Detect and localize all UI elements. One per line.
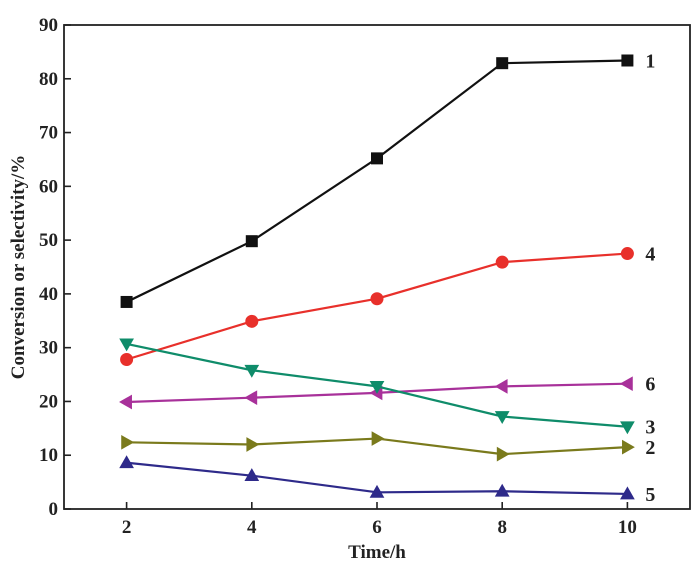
data-point-series-2 <box>246 437 260 452</box>
x-tick-label: 6 <box>372 517 382 538</box>
data-point-series-5 <box>119 455 134 469</box>
series-label-5: 5 <box>645 484 655 506</box>
x-tick-label: 10 <box>618 517 637 538</box>
data-point-series-4 <box>495 255 509 269</box>
series-label-3: 3 <box>645 417 655 439</box>
y-tick-label: 80 <box>39 69 58 90</box>
data-point-series-5 <box>244 468 260 482</box>
data-point-series-4 <box>120 352 134 366</box>
data-point-series-3 <box>494 411 510 425</box>
y-tick-label: 90 <box>39 15 58 36</box>
series-label-1: 1 <box>645 50 655 72</box>
data-point-series-1 <box>371 152 383 165</box>
y-tick-label: 50 <box>39 230 58 251</box>
y-tick-label: 0 <box>49 499 59 520</box>
x-tick-label: 2 <box>122 517 132 538</box>
data-point-series-1 <box>496 57 509 70</box>
series-4: 4 <box>120 244 655 366</box>
data-point-series-3 <box>119 338 134 352</box>
series-5: 5 <box>119 455 655 506</box>
data-point-series-6 <box>619 376 633 392</box>
series-layer: 1 4 6 32 5 <box>119 50 655 506</box>
data-point-series-5 <box>494 483 510 497</box>
data-point-series-6 <box>119 394 132 410</box>
series-2: 2 <box>121 431 655 462</box>
x-tick-label: 4 <box>247 517 257 538</box>
y-tick-label: 10 <box>39 445 58 466</box>
data-point-series-1 <box>621 54 634 67</box>
data-point-series-2 <box>622 439 635 455</box>
y-tick-label: 20 <box>39 391 58 412</box>
y-tick-label: 30 <box>39 338 58 359</box>
data-point-series-5 <box>620 486 635 500</box>
data-point-series-3 <box>244 364 260 378</box>
data-point-series-6 <box>244 390 258 406</box>
data-point-series-4 <box>620 247 634 261</box>
data-point-series-5 <box>369 484 385 498</box>
series-1: 1 <box>120 50 655 308</box>
y-tick-label: 70 <box>39 123 58 144</box>
data-point-series-3 <box>620 421 635 435</box>
series-label-2: 2 <box>645 437 655 459</box>
axes: 0 10 20 30 40 50 60 70 80 90 2 4 6 8 10 <box>39 15 637 538</box>
data-point-series-2 <box>496 446 510 462</box>
data-point-series-4 <box>245 314 259 328</box>
data-point-series-3 <box>369 381 385 394</box>
y-axis-title: Conversion or selectivity/% <box>8 155 29 379</box>
data-point-series-4 <box>370 292 384 306</box>
x-tick-label: 8 <box>497 517 507 538</box>
series-6: 6 <box>119 374 655 410</box>
data-point-series-2 <box>371 431 385 446</box>
y-tick-label: 40 <box>39 284 58 305</box>
series-label-4: 4 <box>645 244 655 266</box>
data-point-series-6 <box>494 379 508 394</box>
y-tick-label: 60 <box>39 176 58 197</box>
data-point-series-2 <box>121 434 135 450</box>
series-3: 3 <box>119 338 655 439</box>
data-point-series-1 <box>120 295 133 308</box>
series-label-6: 6 <box>645 374 655 396</box>
x-axis-title: Time/h <box>348 542 406 563</box>
series-line-4 <box>126 252 628 361</box>
data-point-series-1 <box>245 235 258 248</box>
series-line-1 <box>126 59 628 303</box>
